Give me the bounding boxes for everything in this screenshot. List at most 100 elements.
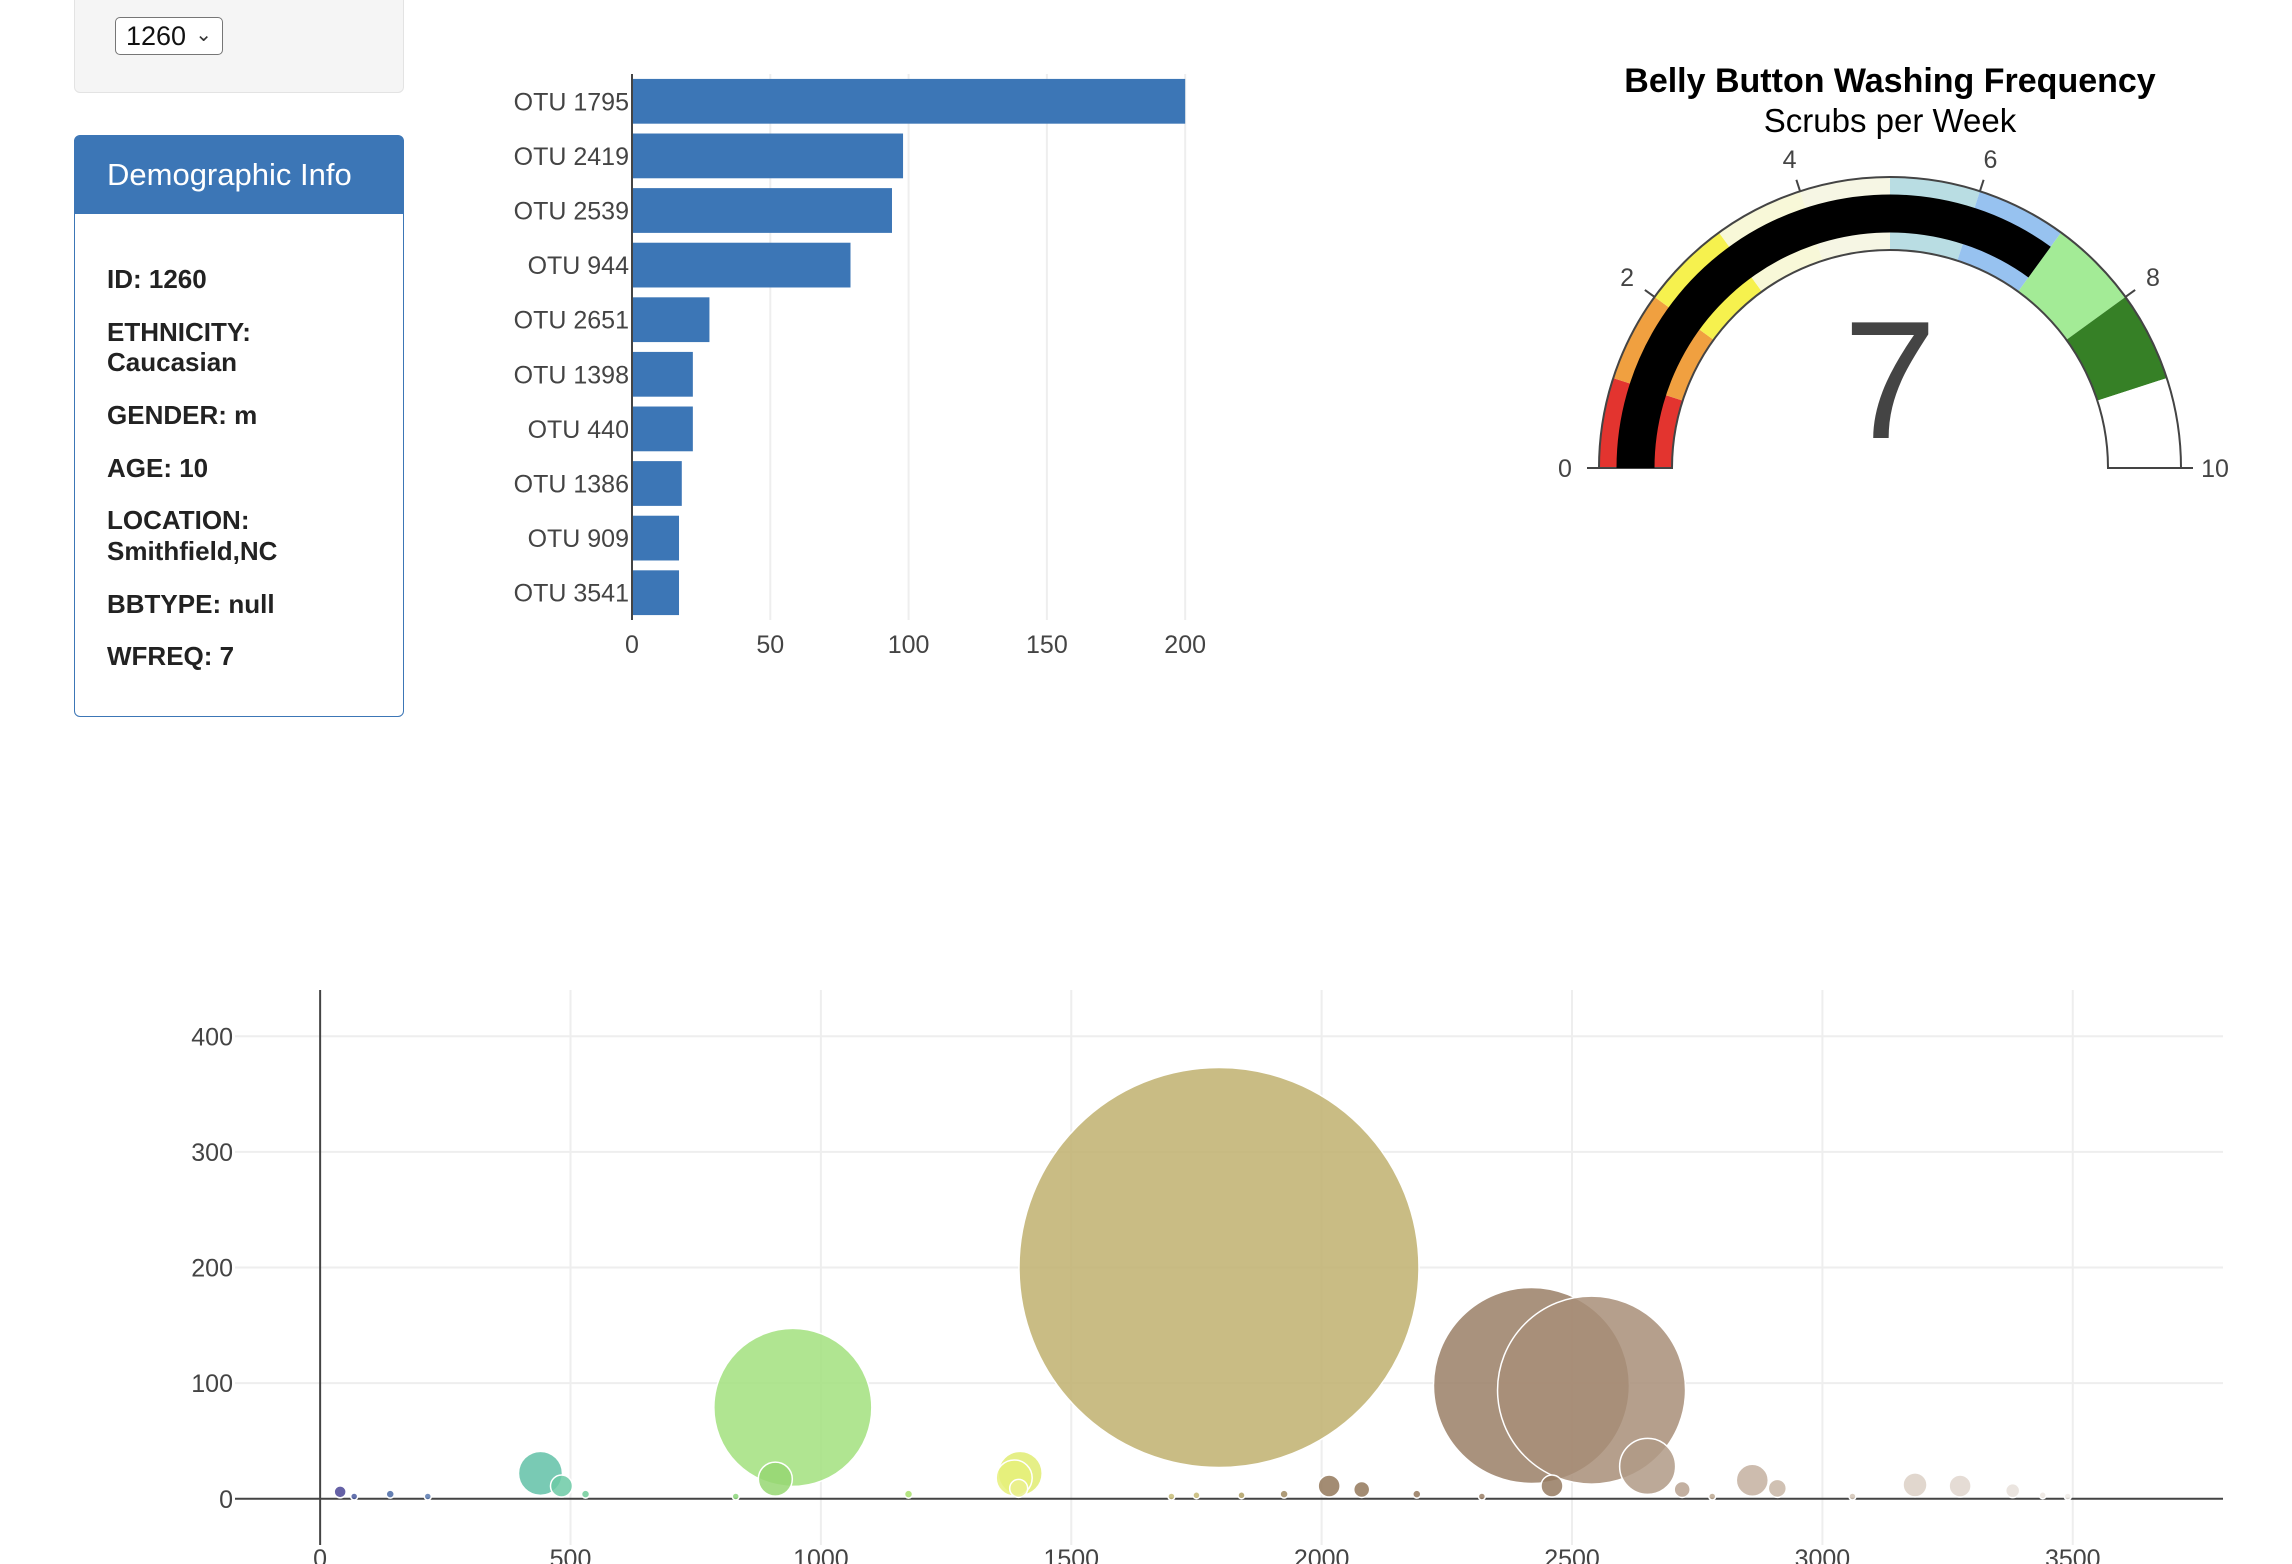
bar-otu-1795 xyxy=(632,78,1186,124)
gauge-step-7 xyxy=(2018,232,2126,340)
gauge-tick-label: 0 xyxy=(1558,455,1572,483)
bubble-point-40 xyxy=(333,1485,347,1499)
demographic-info-panel: Demographic Info ID: 1260 ETHNICITY: Cau… xyxy=(74,135,404,717)
demo-id: ID: 1260 xyxy=(107,264,207,294)
gauge-tick-mark xyxy=(1644,289,1656,298)
demo-bbtype: BBTYPE: null xyxy=(107,588,275,619)
gauge-tick-mark xyxy=(1978,179,1985,192)
test-subject-id-select[interactable]: 1260 ⌄ xyxy=(115,17,223,55)
selected-id-value: 1260 xyxy=(126,20,187,51)
bubble-point-2860 xyxy=(1735,1463,1770,1497)
demographic-info-body: ID: 1260 ETHNICITY: Caucasian GENDER: m … xyxy=(75,214,403,672)
bubble-point-2539 xyxy=(1496,1295,1687,1485)
bar-x-tick-label: 50 xyxy=(756,631,784,659)
bubble-point-530 xyxy=(580,1489,591,1499)
bubble-point-2460 xyxy=(1540,1474,1564,1498)
bubble-point-1175 xyxy=(903,1489,914,1499)
bubble-point-1395 xyxy=(1008,1478,1029,1499)
bar-otu-2419 xyxy=(632,133,904,179)
gauge-tick-label: 2 xyxy=(1620,264,1634,292)
bar-category-label: OTU 1398 xyxy=(514,361,629,389)
bar-otu-944 xyxy=(632,242,851,288)
bubble-x-tick-label: 3500 xyxy=(2045,1545,2101,1564)
bubble-y-tick-label: 300 xyxy=(191,1139,233,1167)
gauge-tick-label: 10 xyxy=(2201,455,2229,483)
chevron-down-icon: ⌄ xyxy=(195,24,212,46)
gauge-outline xyxy=(1597,176,2183,469)
bubble-point-2910 xyxy=(1767,1478,1788,1499)
bubble-point-3380 xyxy=(2004,1482,2021,1499)
bar-category-label: OTU 2539 xyxy=(514,198,629,226)
demo-location: LOCATION: Smithfield,NC xyxy=(107,505,278,567)
bubble-point-2190 xyxy=(1412,1489,1422,1499)
dropdown-panel: 1260 ⌄ xyxy=(74,0,404,93)
bar-otu-3541 xyxy=(632,570,680,616)
bar-otu-1398 xyxy=(632,351,693,397)
bubble-point-2651 xyxy=(1618,1437,1677,1496)
bubble-x-tick-label: 3000 xyxy=(1795,1545,1851,1564)
bubble-point-3440 xyxy=(2038,1491,2047,1500)
bubble-x-tick-label: 500 xyxy=(550,1545,592,1564)
gauge-tick-label: 6 xyxy=(1983,146,1997,174)
bubble-y-tick-label: 200 xyxy=(191,1255,233,1283)
bubble-point-3490 xyxy=(2063,1492,2073,1501)
bubble-y-tick-label: 400 xyxy=(191,1023,233,1051)
bar-x-tick-label: 200 xyxy=(1164,631,1206,659)
bubble-x-tick-label: 0 xyxy=(313,1545,327,1564)
demo-wfreq: WFREQ: 7 xyxy=(107,641,235,672)
bubble-x-tick-label: 2500 xyxy=(1544,1545,1600,1564)
bubble-point-944 xyxy=(713,1327,873,1488)
bar-x-tick-label: 100 xyxy=(888,631,930,659)
bubble-point-2015 xyxy=(1317,1474,1341,1498)
bar-category-label: OTU 3541 xyxy=(514,580,629,608)
demographic-info-heading: Demographic Info xyxy=(75,136,403,214)
bubble-point-1795 xyxy=(1018,1066,1420,1469)
bubble-x-tick-label: 2000 xyxy=(1294,1545,1350,1564)
bar-otu-1386 xyxy=(632,461,682,506)
bubble-point-1750 xyxy=(1192,1491,1201,1500)
bubble-x-tick-label: 1500 xyxy=(1043,1545,1099,1564)
bubble-y-tick-label: 0 xyxy=(219,1486,233,1514)
bar-otu-440 xyxy=(632,406,693,452)
bubble-point-3185 xyxy=(1902,1472,1928,1498)
bubble-x-tick-label: 1000 xyxy=(793,1545,849,1564)
gauge-tick-label: 4 xyxy=(1783,146,1797,174)
bubble-point-3060 xyxy=(1848,1492,1857,1501)
bar-category-label: OTU 2419 xyxy=(514,143,629,171)
gauge-value-bar xyxy=(1616,194,2051,468)
bubble-point-140 xyxy=(385,1489,395,1499)
gauge-step-9 xyxy=(2097,378,2181,468)
bubble-point-1840 xyxy=(1237,1491,1246,1500)
bubble-point-2720 xyxy=(1673,1480,1691,1499)
gauge-title: Belly Button Washing Frequency xyxy=(1624,62,2156,100)
gauge-subtitle: Scrubs per Week xyxy=(1764,102,2017,139)
bubble-point-2080 xyxy=(1352,1480,1371,1499)
bar-category-label: OTU 1795 xyxy=(514,88,629,116)
bubble-point-3275 xyxy=(1948,1474,1972,1498)
demo-ethnicity: ETHNICITY: Caucasian xyxy=(107,316,251,378)
bubble-y-tick-label: 100 xyxy=(191,1370,233,1398)
bar-x-tick-label: 150 xyxy=(1026,631,1068,659)
bar-category-label: OTU 944 xyxy=(528,252,630,280)
gauge-tick-label: 8 xyxy=(2146,264,2160,292)
bar-otu-2539 xyxy=(632,188,892,233)
bubble-point-1925 xyxy=(1279,1489,1289,1499)
bubble-point-2780 xyxy=(1707,1492,1717,1501)
bubble-point-68 xyxy=(349,1492,359,1501)
bubble-point-2320 xyxy=(1477,1492,1487,1501)
demo-age: AGE: 10 xyxy=(107,452,209,483)
bar-category-label: OTU 1386 xyxy=(514,471,629,499)
gauge-value-number: 7 xyxy=(1843,286,1936,474)
gauge-tick-mark xyxy=(1795,179,1802,192)
demo-gender: GENDER: m xyxy=(107,400,258,431)
gauge-tick-mark xyxy=(2124,289,2136,298)
bar-category-label: OTU 909 xyxy=(528,525,629,553)
bubble-point-909 xyxy=(757,1461,794,1497)
bubble-point-482 xyxy=(549,1474,574,1498)
bar-category-label: OTU 2651 xyxy=(514,307,629,335)
bar-x-tick-label: 0 xyxy=(625,631,639,659)
bar-otu-909 xyxy=(632,515,680,561)
bar-category-label: OTU 440 xyxy=(528,416,629,444)
